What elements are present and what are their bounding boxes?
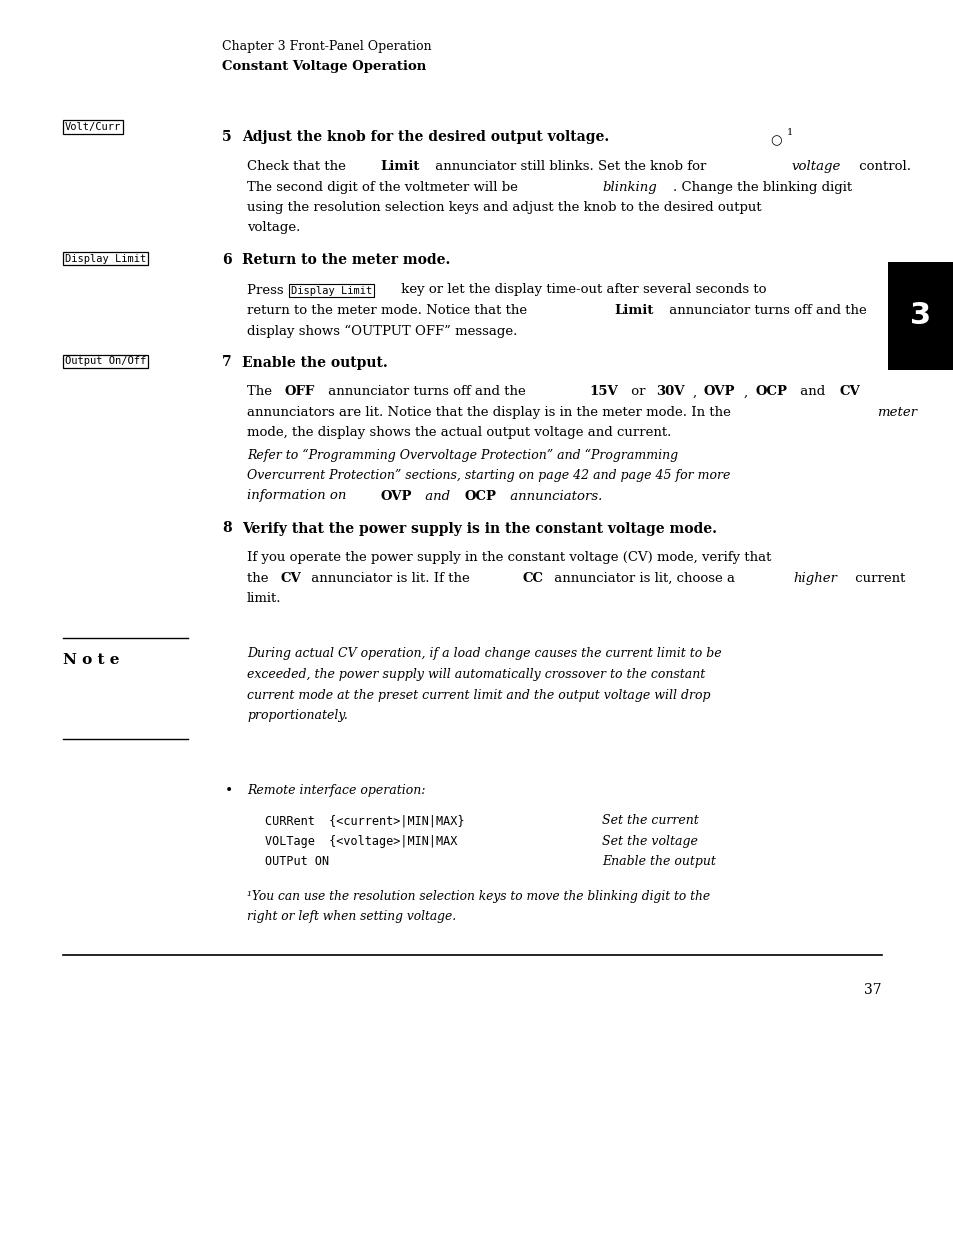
Text: information on: information on	[247, 489, 351, 503]
Text: and: and	[421, 489, 455, 503]
Text: CV: CV	[839, 385, 860, 399]
Text: annunciator is lit, choose a: annunciator is lit, choose a	[549, 572, 738, 585]
Text: 15V: 15V	[589, 385, 618, 399]
Text: display shows “OUTPUT OFF” message.: display shows “OUTPUT OFF” message.	[247, 325, 517, 337]
Text: 3: 3	[909, 301, 930, 331]
Text: current: current	[850, 572, 904, 585]
Text: or: or	[626, 385, 649, 399]
Text: Limit: Limit	[379, 161, 419, 173]
Text: the: the	[247, 572, 273, 585]
Text: OCP: OCP	[464, 489, 496, 503]
Text: 5: 5	[222, 130, 232, 144]
Text: Enable the output.: Enable the output.	[242, 356, 387, 369]
Text: mode, the display shows the actual output voltage and current.: mode, the display shows the actual outpu…	[247, 426, 671, 440]
Text: Display Limit: Display Limit	[65, 253, 146, 263]
Text: control.: control.	[855, 161, 910, 173]
Text: voltage: voltage	[791, 161, 841, 173]
Text: OVP: OVP	[703, 385, 735, 399]
Text: Volt/Curr: Volt/Curr	[65, 122, 121, 132]
Text: CURRent  {<current>|MIN|MAX}: CURRent {<current>|MIN|MAX}	[265, 814, 464, 827]
Bar	[887, 262, 953, 370]
Text: 37: 37	[863, 983, 882, 997]
Text: Output On/Off: Output On/Off	[65, 357, 146, 367]
Text: limit.: limit.	[247, 593, 281, 605]
Text: proportionately.: proportionately.	[247, 709, 348, 722]
Text: OVP: OVP	[380, 489, 412, 503]
Text: VOLTage  {<voltage>|MIN|MAX: VOLTage {<voltage>|MIN|MAX	[265, 835, 456, 847]
Text: N o t e: N o t e	[63, 652, 119, 667]
Text: Check that the: Check that the	[247, 161, 350, 173]
Text: CV: CV	[280, 572, 300, 585]
Text: annunciator turns off and the: annunciator turns off and the	[664, 304, 865, 317]
Text: and: and	[796, 385, 829, 399]
Text: Return to the meter mode.: Return to the meter mode.	[242, 253, 450, 268]
Text: Set the voltage: Set the voltage	[601, 835, 698, 847]
Text: current mode at the preset current limit and the output voltage will drop: current mode at the preset current limit…	[247, 688, 710, 701]
Text: 8: 8	[222, 521, 232, 536]
Text: OUTPut ON: OUTPut ON	[265, 855, 329, 868]
Text: Verify that the power supply is in the constant voltage mode.: Verify that the power supply is in the c…	[242, 521, 717, 536]
Text: The second digit of the voltmeter will be: The second digit of the voltmeter will b…	[247, 180, 521, 194]
Text: ,: ,	[743, 385, 752, 399]
Text: Display Limit: Display Limit	[291, 285, 372, 295]
Text: annunciator is lit. If the: annunciator is lit. If the	[307, 572, 474, 585]
Text: return to the meter mode. Notice that the: return to the meter mode. Notice that th…	[247, 304, 531, 317]
Text: voltage.: voltage.	[247, 221, 300, 235]
Text: annunciators are lit. Notice that the display is in the meter mode. In the: annunciators are lit. Notice that the di…	[247, 406, 735, 419]
Text: Remote interface operation:: Remote interface operation:	[247, 784, 425, 797]
Text: ○: ○	[769, 135, 781, 147]
Text: 30V: 30V	[656, 385, 684, 399]
Text: ,: ,	[692, 385, 700, 399]
Text: 1: 1	[786, 128, 792, 137]
Text: OCP: OCP	[754, 385, 786, 399]
Text: annunciator still blinks. Set the knob for: annunciator still blinks. Set the knob f…	[431, 161, 710, 173]
Text: Refer to “Programming Overvoltage Protection” and “Programming: Refer to “Programming Overvoltage Protec…	[247, 448, 678, 462]
Text: OFF: OFF	[284, 385, 314, 399]
Text: annunciators.: annunciators.	[505, 489, 601, 503]
Text: Press: Press	[247, 284, 288, 296]
Text: •: •	[225, 784, 233, 798]
Text: Adjust the knob for the desired output voltage.: Adjust the knob for the desired output v…	[242, 130, 609, 144]
Text: right or left when setting voltage.: right or left when setting voltage.	[247, 910, 456, 923]
Text: ¹You can use the resolution selection keys to move the blinking digit to the: ¹You can use the resolution selection ke…	[247, 890, 709, 903]
Text: If you operate the power supply in the constant voltage (CV) mode, verify that: If you operate the power supply in the c…	[247, 552, 771, 564]
Text: The: The	[247, 385, 276, 399]
Text: Overcurrent Protection” sections, starting on page 42 and page 45 for more: Overcurrent Protection” sections, starti…	[247, 469, 730, 482]
Text: key or let the display time-out after several seconds to: key or let the display time-out after se…	[396, 284, 765, 296]
Text: 7: 7	[222, 356, 232, 369]
Text: higher: higher	[793, 572, 837, 585]
Text: annunciator turns off and the: annunciator turns off and the	[323, 385, 529, 399]
Text: meter: meter	[876, 406, 916, 419]
Text: exceeded, the power supply will automatically crossover to the constant: exceeded, the power supply will automati…	[247, 668, 704, 680]
Text: Limit: Limit	[614, 304, 653, 317]
Text: CC: CC	[522, 572, 543, 585]
Text: Constant Voltage Operation: Constant Voltage Operation	[222, 61, 426, 73]
Text: 6: 6	[222, 253, 232, 268]
Text: . Change the blinking digit: . Change the blinking digit	[672, 180, 851, 194]
Text: Chapter 3 Front-Panel Operation: Chapter 3 Front-Panel Operation	[222, 40, 431, 53]
Text: During actual CV operation, if a load change causes the current limit to be: During actual CV operation, if a load ch…	[247, 647, 720, 661]
Text: blinking: blinking	[601, 180, 656, 194]
Text: using the resolution selection keys and adjust the knob to the desired output: using the resolution selection keys and …	[247, 201, 760, 214]
Text: Set the current: Set the current	[601, 814, 698, 827]
Text: Enable the output: Enable the output	[601, 855, 715, 868]
